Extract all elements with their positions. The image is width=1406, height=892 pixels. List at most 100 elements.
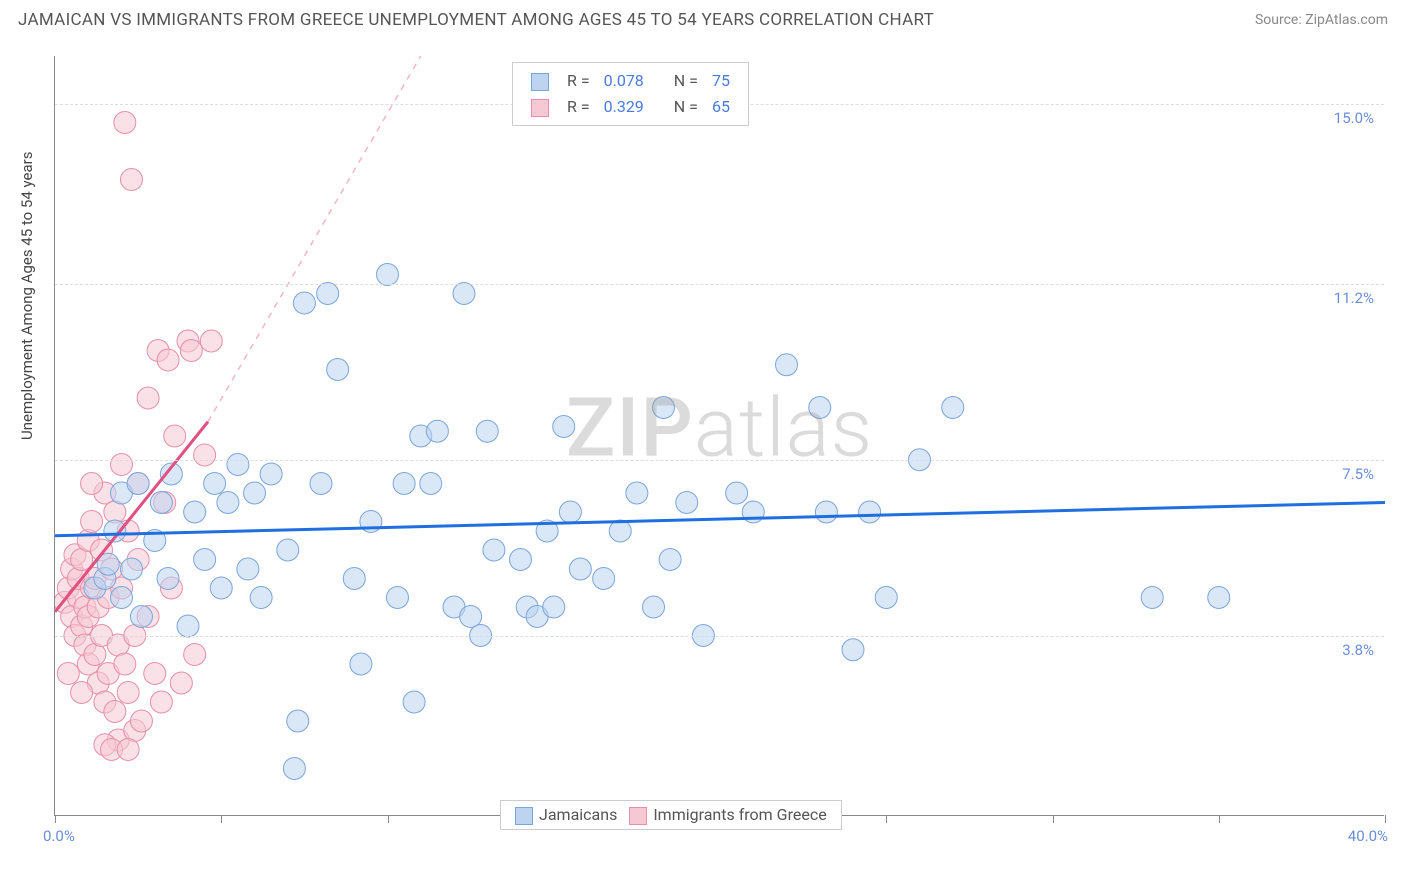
data-point — [403, 691, 425, 713]
data-point — [553, 416, 575, 438]
data-point — [1208, 587, 1230, 609]
data-point — [393, 473, 415, 495]
data-point — [277, 539, 299, 561]
data-point — [815, 501, 837, 523]
chart-title: JAMAICAN VS IMMIGRANTS FROM GREECE UNEMP… — [18, 10, 934, 30]
data-point — [250, 587, 272, 609]
x-tick — [55, 815, 56, 823]
chart-source: Source: ZipAtlas.com — [1255, 12, 1388, 28]
data-point — [194, 444, 216, 466]
data-point — [114, 653, 136, 675]
series-legend: JamaicansImmigrants from Greece — [500, 800, 842, 830]
data-point — [130, 606, 152, 628]
plot-box: ZIPatlas 3.8%7.5%11.2%15.0%0.0%40.0% — [54, 56, 1384, 816]
grid-line — [55, 636, 1384, 637]
data-point — [157, 349, 179, 371]
data-point — [350, 653, 372, 675]
data-point — [327, 359, 349, 381]
data-point — [104, 701, 126, 723]
data-point — [460, 606, 482, 628]
data-point — [210, 577, 232, 599]
data-point — [227, 454, 249, 476]
y-tick-label: 3.8% — [1342, 641, 1374, 659]
data-point — [842, 639, 864, 661]
data-point — [626, 482, 648, 504]
data-point — [483, 539, 505, 561]
data-point — [127, 473, 149, 495]
grid-line — [55, 460, 1384, 461]
data-point — [260, 463, 282, 485]
data-point — [114, 112, 136, 134]
data-point — [111, 454, 133, 476]
data-point — [204, 473, 226, 495]
data-point — [71, 682, 93, 704]
data-point — [1141, 587, 1163, 609]
data-point — [343, 568, 365, 590]
data-point — [317, 283, 339, 305]
data-point — [310, 473, 332, 495]
data-point — [120, 169, 142, 191]
correlation-legend: R =0.078N =75R =0.329N =65 — [512, 62, 749, 126]
data-point — [476, 420, 498, 442]
data-point — [184, 501, 206, 523]
x-tick — [886, 815, 887, 823]
data-point — [875, 587, 897, 609]
data-point — [652, 397, 674, 419]
trend-line — [208, 56, 421, 422]
data-point — [453, 283, 475, 305]
data-point — [120, 558, 142, 580]
data-point — [420, 473, 442, 495]
chart-area: ZIPatlas 3.8%7.5%11.2%15.0%0.0%40.0% R =… — [54, 56, 1384, 816]
data-point — [244, 482, 266, 504]
data-point — [942, 397, 964, 419]
data-point — [287, 710, 309, 732]
data-point — [130, 710, 152, 732]
data-point — [177, 615, 199, 637]
data-point — [184, 644, 206, 666]
data-point — [676, 492, 698, 514]
data-point — [194, 549, 216, 571]
data-point — [293, 292, 315, 314]
x-min-label: 0.0% — [43, 827, 75, 845]
x-tick — [1053, 815, 1054, 823]
data-point — [150, 691, 172, 713]
x-tick — [1385, 815, 1386, 823]
data-point — [117, 682, 139, 704]
data-point — [659, 549, 681, 571]
data-point — [426, 420, 448, 442]
data-point — [809, 397, 831, 419]
data-point — [776, 354, 798, 376]
data-point — [164, 425, 186, 447]
data-point — [81, 473, 103, 495]
data-point — [859, 501, 881, 523]
data-point — [81, 511, 103, 533]
data-point — [144, 663, 166, 685]
x-tick — [388, 815, 389, 823]
y-tick-label: 7.5% — [1342, 465, 1374, 483]
y-axis-title: Unemployment Among Ages 45 to 54 years — [18, 152, 36, 440]
data-point — [170, 672, 192, 694]
y-tick-label: 15.0% — [1334, 109, 1374, 127]
data-point — [543, 596, 565, 618]
data-point — [237, 558, 259, 580]
data-point — [157, 568, 179, 590]
data-point — [569, 558, 591, 580]
data-point — [137, 387, 159, 409]
chart-header: JAMAICAN VS IMMIGRANTS FROM GREECE UNEMP… — [0, 0, 1406, 34]
data-point — [386, 587, 408, 609]
data-point — [57, 663, 79, 685]
data-point — [559, 501, 581, 523]
data-point — [111, 587, 133, 609]
data-point — [593, 568, 615, 590]
data-point — [180, 340, 202, 362]
data-point — [117, 739, 139, 761]
data-point — [150, 492, 172, 514]
x-tick — [221, 815, 222, 823]
data-point — [726, 482, 748, 504]
data-point — [377, 264, 399, 286]
data-point — [217, 492, 239, 514]
trend-line — [55, 503, 1385, 536]
data-point — [200, 330, 222, 352]
x-tick — [1219, 815, 1220, 823]
data-point — [283, 758, 305, 780]
